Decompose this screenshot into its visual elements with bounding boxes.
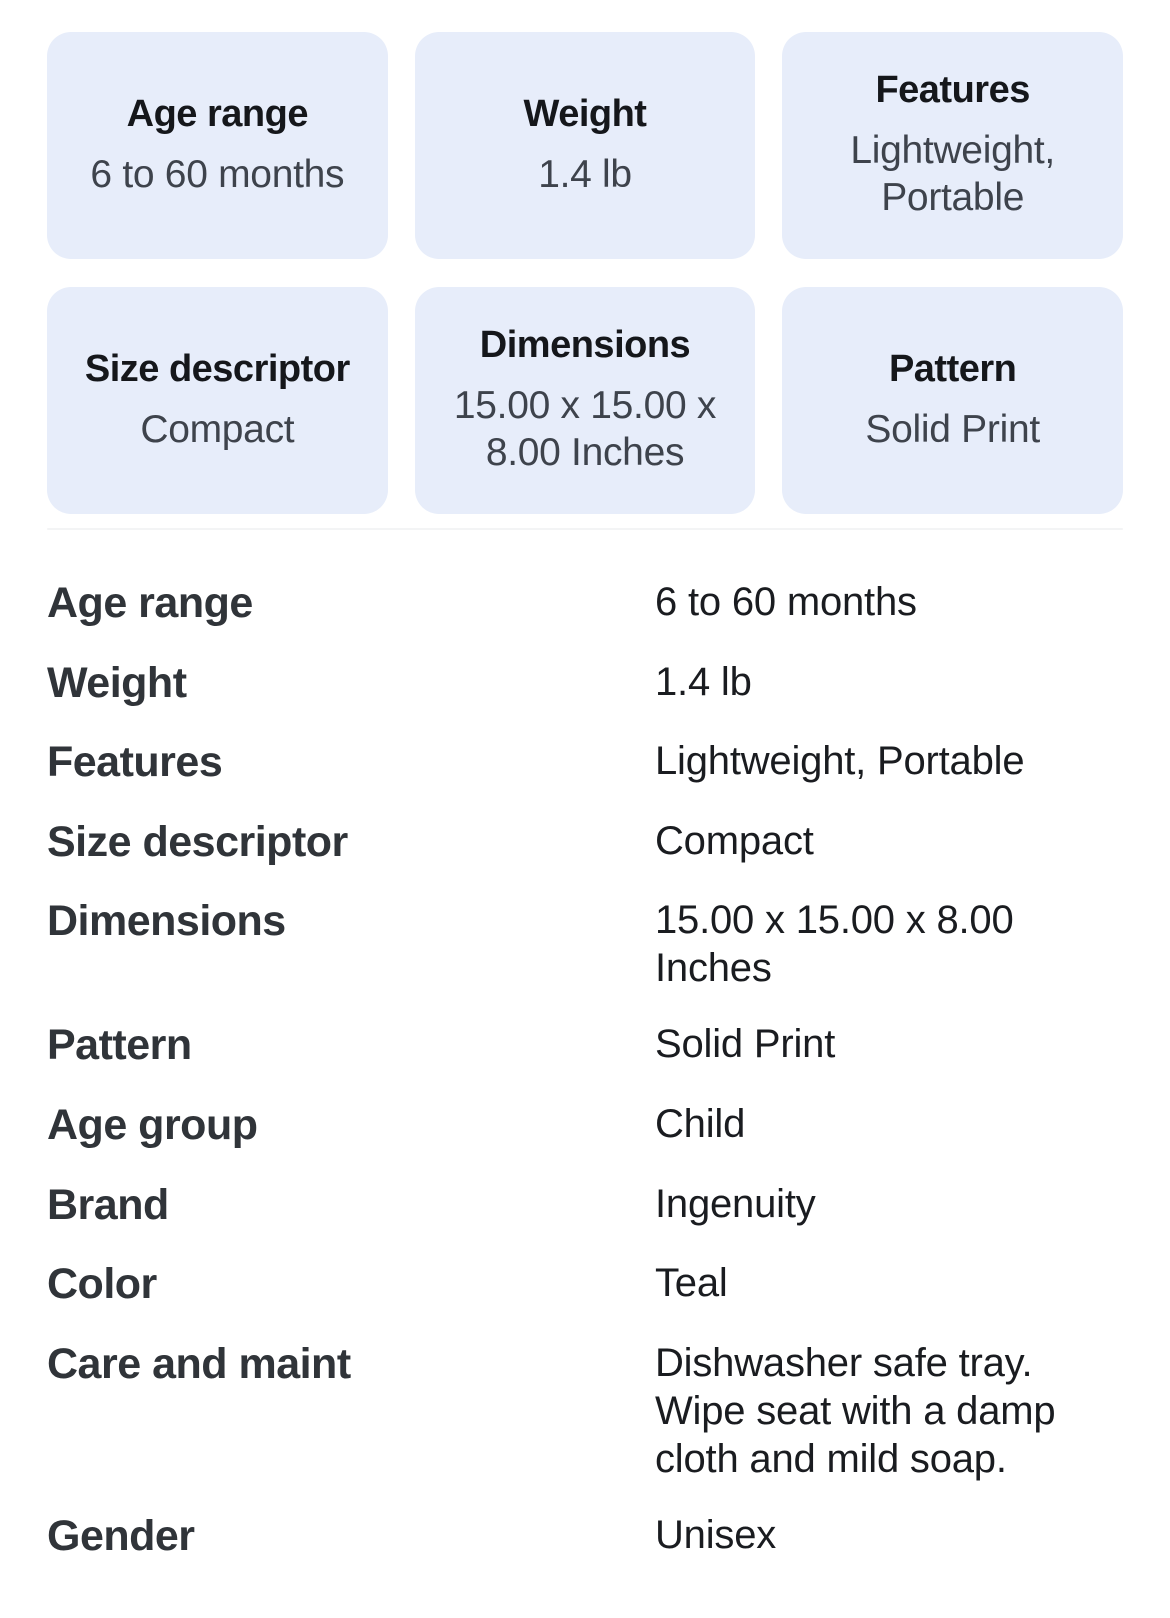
spec-card-dimensions: Dimensions 15.00 x 15.00 x 8.00 Inches [414, 287, 756, 514]
spec-row-pattern: Pattern Solid Print [47, 1020, 1123, 1072]
card-value: 1.4 lb [538, 152, 632, 196]
spec-label: Brand [47, 1180, 169, 1229]
spec-value: Unisex [655, 1512, 777, 1557]
spec-row-age-group: Age group Child [47, 1100, 1123, 1152]
spec-row-size-descriptor: Size descriptor Compact [47, 817, 1123, 869]
spec-row-color: Color Teal [47, 1259, 1123, 1311]
card-value: Lightweight, Portable [850, 128, 1055, 220]
spec-label: Size descriptor [47, 817, 348, 866]
spec-value: Compact [655, 818, 814, 863]
spec-label: Care and maint [47, 1339, 351, 1388]
spec-label: Age range [47, 579, 253, 627]
card-value: 15.00 x 15.00 x 8.00 Inches [453, 383, 717, 475]
spec-row-features: Features Lightweight, Portable [47, 737, 1123, 789]
spec-value: Child [655, 1101, 746, 1146]
card-title: Age range [126, 92, 309, 135]
spec-label: Dimensions [47, 897, 286, 946]
spec-value: Teal [655, 1261, 728, 1306]
spec-card-pattern: Pattern Solid Print [782, 287, 1123, 514]
card-title: Pattern [888, 347, 1017, 390]
spec-value: Dishwasher safe tray. Wipe seat with a d… [655, 1340, 1056, 1481]
spec-value: Ingenuity [655, 1181, 816, 1226]
spec-label: Age group [47, 1100, 258, 1149]
spec-label: Pattern [47, 1021, 192, 1070]
card-value: 6 to 60 months [90, 152, 345, 196]
spec-row-dimensions: Dimensions 15.00 x 15.00 x 8.00 Inches [47, 896, 1123, 992]
spec-row-gender: Gender Unisex [47, 1511, 1123, 1563]
spec-list: Age range 6 to 60 months Weight 1.4 lb F… [47, 578, 1123, 1562]
spec-card-weight: Weight 1.4 lb [414, 32, 756, 259]
spec-label: Color [47, 1260, 157, 1309]
card-title: Weight [523, 92, 647, 135]
spec-label: Gender [47, 1511, 195, 1560]
spec-card-age-range: Age range 6 to 60 months [47, 32, 388, 259]
spec-label: Weight [47, 658, 187, 707]
spec-value: 6 to 60 months [655, 580, 917, 624]
spec-row-age-range: Age range 6 to 60 months [47, 578, 1123, 630]
spec-card-features: Features Lightweight, Portable [782, 32, 1123, 259]
spec-row-brand: Brand Ingenuity [47, 1180, 1123, 1232]
card-value: Compact [140, 407, 295, 451]
divider [47, 528, 1123, 530]
spec-value: 15.00 x 15.00 x 8.00 Inches [655, 898, 1014, 991]
card-title: Dimensions [479, 324, 691, 367]
spec-card-size-descriptor: Size descriptor Compact [47, 287, 388, 514]
card-title: Size descriptor [84, 347, 350, 390]
spec-value: 1.4 lb [655, 659, 752, 704]
spec-row-care-and-maint: Care and maint Dishwasher safe tray. Wip… [47, 1339, 1123, 1483]
spec-row-weight: Weight 1.4 lb [47, 658, 1123, 710]
card-title: Features [875, 69, 1030, 112]
spec-cards-grid: Age range 6 to 60 months Weight 1.4 lb F… [47, 32, 1123, 514]
spec-value: Solid Print [655, 1022, 836, 1067]
card-value: Solid Print [865, 407, 1040, 451]
spec-label: Features [47, 738, 223, 787]
spec-value: Lightweight, Portable [655, 739, 1025, 784]
